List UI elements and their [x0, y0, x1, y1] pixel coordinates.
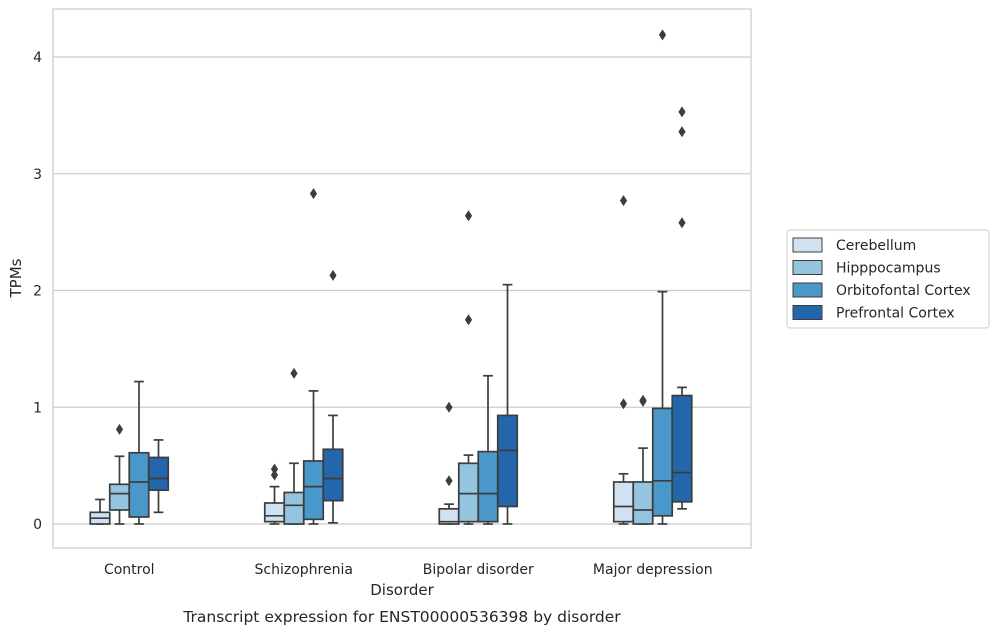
outlier-point: [658, 29, 667, 41]
box-prefrontal-cortex-schizophrenia: [322, 269, 344, 524]
legend: Cerebellum Hipppocampus Orbitofontal Corte…: [786, 229, 990, 329]
legend-label-cerebellum: Cerebellum: [836, 238, 916, 254]
iqr-box: [108, 483, 131, 511]
x-tick-label-major-depression: Major depression: [593, 562, 713, 578]
outlier-point: [678, 126, 686, 138]
iqr-box: [496, 414, 519, 508]
box-hipppocampus-bipolar-disorder: [457, 210, 480, 525]
box-prefrontal-cortex-major-depression: [671, 106, 693, 510]
iqr-box: [302, 460, 325, 521]
outlier-point: [270, 469, 279, 481]
box-orbitofontal-cortex-bipolar-disorder: [477, 374, 499, 525]
outlier-point: [290, 367, 298, 379]
x-tick-label-control: Control: [104, 562, 155, 578]
iqr-box: [632, 481, 654, 525]
outlier-point: [115, 423, 124, 435]
y-tick-label-4: 4: [33, 50, 42, 66]
y-tick-label-1: 1: [33, 400, 42, 416]
outlier-point: [270, 463, 279, 475]
outlier-point: [619, 398, 628, 410]
plot-frame: [52, 8, 752, 549]
x-axis-label: Disorder: [370, 581, 434, 599]
box-prefrontal-cortex-control: [147, 439, 170, 514]
outlier-point: [464, 210, 473, 222]
iqr-box: [147, 456, 170, 491]
y-tick-label-0: 0: [33, 517, 42, 533]
outlier-point: [309, 188, 318, 200]
y-tick-label-3: 3: [33, 167, 42, 183]
iqr-box: [612, 481, 635, 523]
box-orbitofontal-cortex-schizophrenia: [302, 188, 325, 525]
outlier-point: [329, 269, 337, 281]
legend-label-prefrontal-cortex: Prefrontal Cortex: [836, 306, 955, 322]
box-cerebellum-control: [89, 498, 111, 525]
legend-swatch-cerebellum: [792, 237, 823, 253]
outlier-point: [678, 217, 686, 229]
iqr-box: [671, 394, 693, 503]
iqr-box: [457, 462, 480, 523]
iqr-box: [477, 450, 499, 523]
outlier-point: [639, 394, 647, 406]
y-tick-labels: 0 1 2 3 4: [33, 50, 42, 533]
outlier-point: [678, 106, 686, 118]
iqr-box: [322, 448, 344, 502]
outlier-point: [445, 401, 453, 413]
iqr-box: [283, 491, 305, 525]
boxes: [89, 29, 693, 525]
box-cerebellum-major-depression: [612, 195, 635, 525]
box-prefrontal-cortex-bipolar-disorder: [496, 283, 519, 525]
legend-swatch-prefrontal-cortex: [792, 305, 823, 320]
legend-frame: [786, 229, 990, 329]
x-tick-labels: Control Schizophrenia Bipolar disorder Majo…: [104, 562, 713, 578]
outlier-point: [464, 314, 473, 326]
box-hipppocampus-major-depression: [632, 394, 654, 525]
iqr-box: [128, 451, 150, 518]
x-tick-label-bipolar-disorder: Bipolar disorder: [423, 562, 534, 578]
x-tick-label-schizophrenia: Schizophrenia: [255, 562, 353, 578]
plot-background: [53, 9, 751, 548]
iqr-box: [263, 502, 286, 523]
legend-swatch-hipppocampus: [792, 260, 823, 275]
outlier-point: [619, 195, 628, 207]
chart-caption: Transcript expression for ENST0000053639…: [182, 608, 621, 626]
box-hipppocampus-control: [108, 423, 131, 525]
box-orbitofontal-cortex-control: [128, 380, 150, 525]
legend-label-orbitofontal-cortex: Orbitofontal Cortex: [836, 283, 971, 299]
legend-label-hipppocampus: Hipppocampus: [836, 261, 941, 277]
legend-swatch-orbitofontal-cortex: [792, 282, 823, 298]
y-tick-label-2: 2: [33, 284, 42, 300]
outlier-point: [445, 475, 453, 487]
iqr-box: [651, 407, 674, 517]
box-cerebellum-schizophrenia: [263, 463, 286, 525]
y-axis-label: TPMs: [7, 258, 25, 298]
